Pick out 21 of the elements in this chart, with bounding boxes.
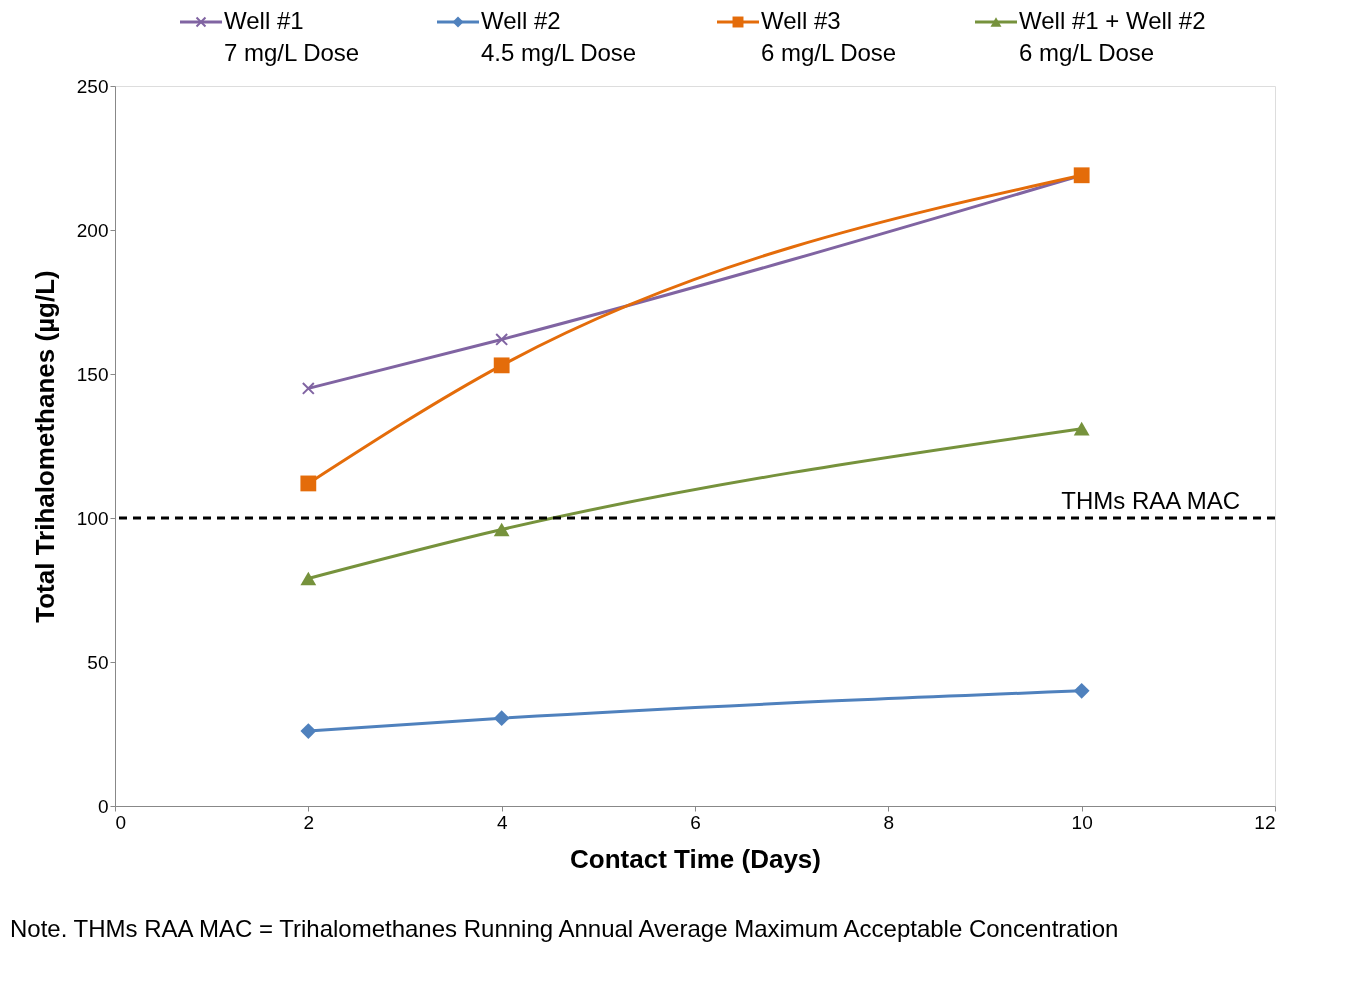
x-tick-label: 6 (690, 811, 701, 833)
y-tick-label: 250 (76, 75, 109, 97)
y-tick-label: 50 (87, 651, 109, 673)
y-tick-label: 150 (76, 363, 109, 385)
x-tick-label: 10 (1071, 811, 1093, 833)
y-tick-label: 200 (76, 219, 109, 241)
y-tick-label: 100 (76, 507, 109, 529)
y-axis-title: Total Trihalomethanes (µg/L) (29, 270, 60, 623)
x-tick-label: 0 (115, 811, 127, 833)
x-tick-label: 2 (303, 811, 315, 833)
x-tick-label: 12 (1254, 811, 1276, 833)
text: Note. THMs RAA MAC = Trihalomethanes Running Annual Average Maximum Acceptable Concentration (10, 915, 1119, 942)
legend-label: Well #3 6 mg/L Dose (761, 7, 897, 66)
legend-label: Well #2 4.5 mg/L Dose (481, 7, 637, 66)
y-tick-label: 0 (97, 795, 109, 817)
ref-line-label: THMs RAA MAC (1061, 487, 1240, 514)
legend-label: Well #1 + Well #2 6 mg/L Dose (1019, 7, 1206, 66)
x-tick-label: 8 (883, 811, 895, 833)
x-tick-label: 4 (496, 811, 508, 833)
legend-label: Well #1 7 mg/L Dose (224, 7, 360, 66)
x-axis-title: Contact Time (Days) (570, 843, 821, 874)
